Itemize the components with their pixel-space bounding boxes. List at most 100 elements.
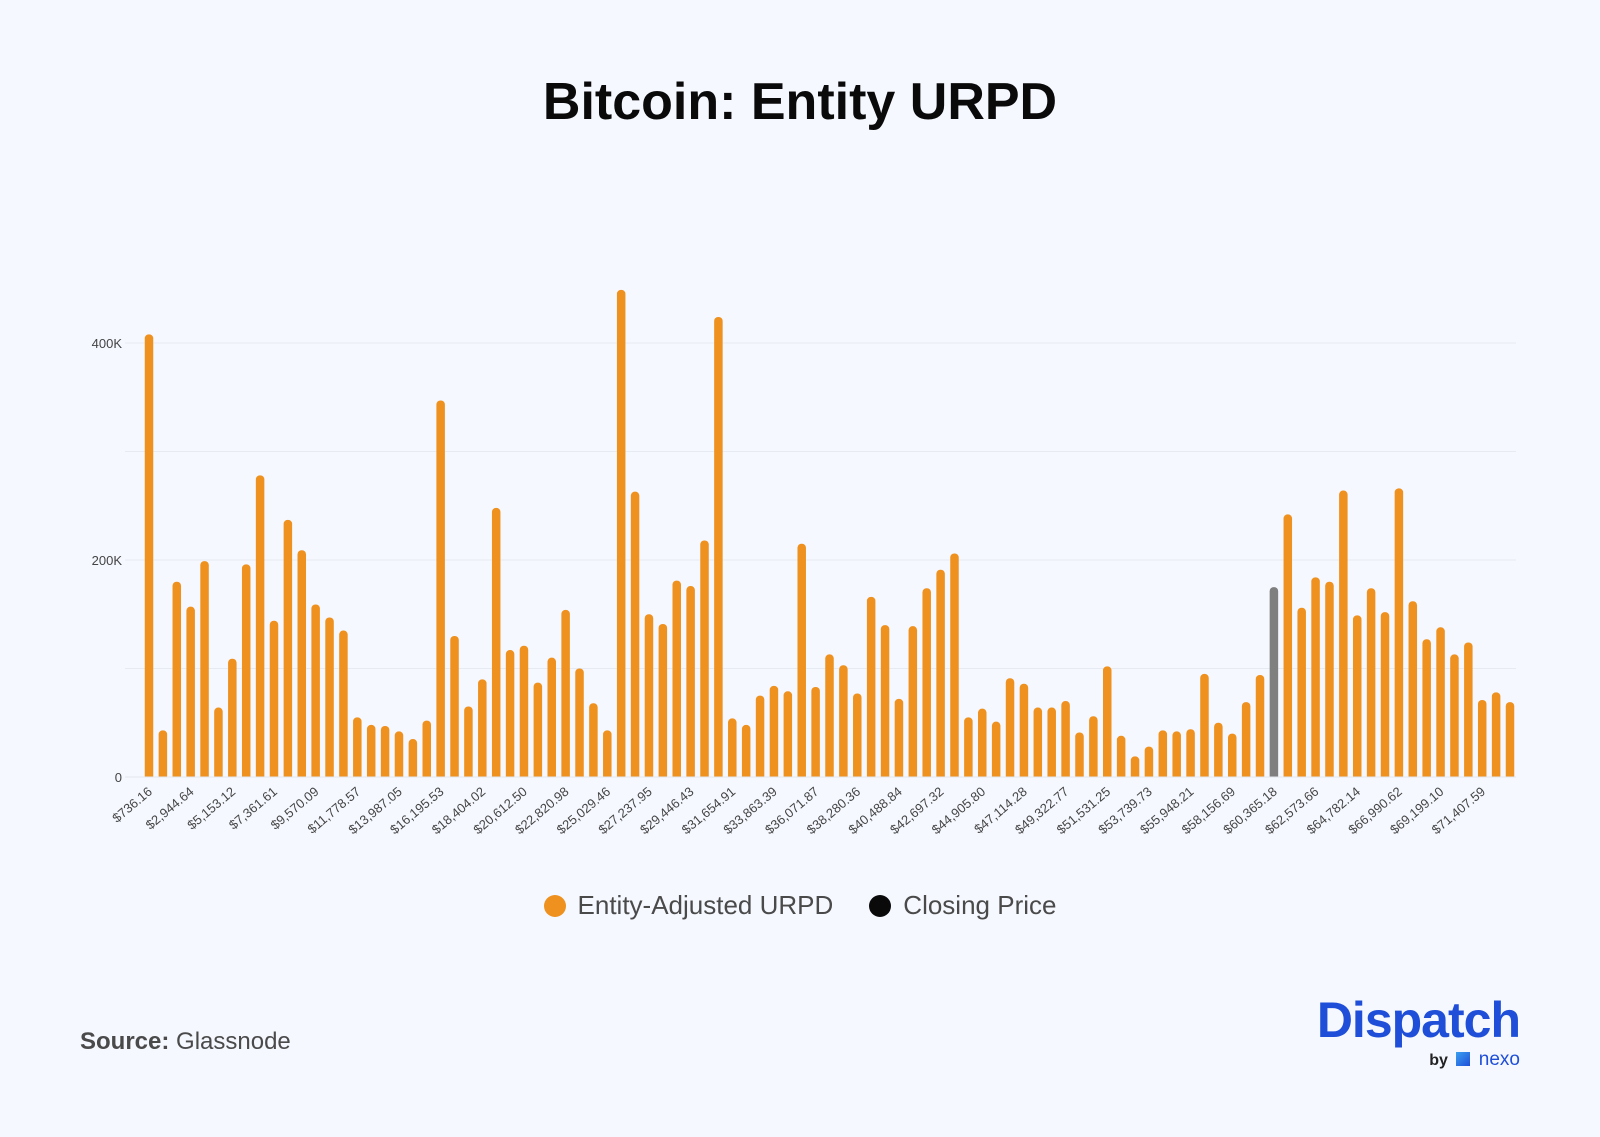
bar[interactable] bbox=[478, 679, 487, 781]
legend-item-closing-price[interactable]: Closing Price bbox=[869, 890, 1056, 921]
bar[interactable] bbox=[1033, 707, 1043, 781]
bar[interactable] bbox=[1158, 730, 1168, 781]
bar[interactable] bbox=[1297, 607, 1306, 781]
bar[interactable] bbox=[630, 491, 640, 781]
bar[interactable] bbox=[450, 635, 459, 781]
bar[interactable] bbox=[1103, 666, 1112, 781]
bar[interactable] bbox=[1214, 722, 1223, 781]
bar[interactable] bbox=[561, 609, 570, 781]
bar[interactable] bbox=[1394, 488, 1404, 781]
bar[interactable] bbox=[950, 553, 959, 781]
bar[interactable] bbox=[353, 717, 362, 781]
bar[interactable] bbox=[1116, 735, 1126, 781]
bar[interactable] bbox=[422, 720, 432, 781]
bar[interactable] bbox=[783, 691, 793, 781]
bar[interactable] bbox=[1061, 701, 1070, 781]
bar[interactable] bbox=[908, 626, 918, 781]
bar[interactable] bbox=[464, 706, 473, 781]
bar[interactable] bbox=[228, 658, 237, 781]
bar[interactable] bbox=[269, 620, 279, 781]
bar[interactable] bbox=[394, 731, 404, 781]
bar[interactable] bbox=[1047, 707, 1056, 781]
bar[interactable] bbox=[505, 650, 515, 781]
bar[interactable] bbox=[936, 569, 945, 781]
bar[interactable] bbox=[644, 614, 654, 781]
bar[interactable] bbox=[1436, 627, 1445, 781]
bar[interactable] bbox=[1311, 577, 1320, 781]
bar[interactable] bbox=[144, 334, 154, 781]
bar[interactable] bbox=[1352, 615, 1362, 781]
bar[interactable] bbox=[825, 654, 834, 781]
bar[interactable] bbox=[380, 726, 390, 781]
bar[interactable] bbox=[1339, 490, 1348, 781]
bar[interactable] bbox=[866, 596, 876, 781]
bar[interactable] bbox=[797, 543, 806, 781]
bar[interactable] bbox=[1464, 642, 1473, 781]
bar[interactable] bbox=[894, 698, 904, 781]
bar[interactable] bbox=[589, 703, 598, 781]
bar[interactable] bbox=[1450, 654, 1459, 781]
bar[interactable] bbox=[1172, 731, 1181, 781]
bar[interactable] bbox=[339, 630, 348, 781]
bar[interactable] bbox=[755, 695, 765, 781]
bar[interactable] bbox=[366, 724, 376, 781]
bar[interactable] bbox=[311, 604, 320, 781]
bar[interactable] bbox=[1255, 675, 1265, 781]
bar[interactable] bbox=[172, 581, 182, 781]
bar[interactable] bbox=[880, 625, 890, 781]
bar[interactable] bbox=[1366, 588, 1376, 781]
bar[interactable] bbox=[547, 657, 556, 781]
bar[interactable] bbox=[1422, 639, 1431, 781]
bar[interactable] bbox=[255, 475, 265, 781]
bar[interactable] bbox=[811, 686, 820, 781]
bar[interactable] bbox=[1491, 692, 1501, 781]
bar[interactable] bbox=[200, 561, 209, 781]
bar[interactable] bbox=[741, 724, 751, 781]
bar[interactable] bbox=[1283, 514, 1293, 781]
bar[interactable] bbox=[700, 540, 709, 781]
bar[interactable] bbox=[297, 550, 307, 781]
bar[interactable] bbox=[991, 721, 1001, 781]
bar[interactable] bbox=[1144, 746, 1154, 781]
bar[interactable] bbox=[964, 717, 973, 781]
bar[interactable] bbox=[1325, 581, 1334, 781]
bar[interactable] bbox=[575, 668, 584, 782]
bar[interactable] bbox=[728, 718, 737, 781]
bar[interactable] bbox=[1130, 756, 1140, 781]
bar[interactable] bbox=[1227, 733, 1237, 781]
bar[interactable] bbox=[158, 730, 168, 781]
bar[interactable] bbox=[714, 316, 723, 781]
bar[interactable] bbox=[1186, 729, 1195, 781]
bar[interactable] bbox=[1408, 601, 1418, 781]
bar[interactable] bbox=[491, 507, 501, 781]
bar[interactable] bbox=[616, 289, 626, 781]
bar[interactable] bbox=[1089, 716, 1098, 781]
bar[interactable] bbox=[241, 564, 251, 781]
bar[interactable] bbox=[436, 400, 445, 781]
bar[interactable] bbox=[1380, 612, 1390, 781]
bar[interactable] bbox=[1200, 673, 1209, 781]
bar[interactable] bbox=[922, 588, 931, 781]
bar[interactable] bbox=[519, 645, 529, 781]
bar[interactable] bbox=[186, 606, 195, 781]
bar[interactable] bbox=[214, 707, 223, 781]
bar[interactable] bbox=[1075, 732, 1084, 781]
bar[interactable] bbox=[1477, 699, 1487, 781]
bar[interactable] bbox=[1005, 678, 1015, 781]
bar[interactable] bbox=[1019, 683, 1029, 781]
bar[interactable] bbox=[325, 617, 334, 781]
bar-closing-price[interactable] bbox=[1269, 587, 1279, 781]
legend-item-urpd[interactable]: Entity-Adjusted URPD bbox=[543, 890, 833, 921]
bar[interactable] bbox=[658, 624, 668, 781]
bar[interactable] bbox=[686, 586, 695, 781]
bar[interactable] bbox=[533, 682, 543, 781]
bar[interactable] bbox=[1241, 702, 1251, 781]
bar[interactable] bbox=[408, 739, 418, 781]
bar[interactable] bbox=[672, 580, 681, 781]
bar[interactable] bbox=[603, 730, 612, 781]
bar[interactable] bbox=[283, 519, 293, 781]
bar[interactable] bbox=[978, 708, 987, 781]
bar[interactable] bbox=[853, 693, 862, 781]
bar[interactable] bbox=[769, 685, 779, 781]
bar[interactable] bbox=[839, 665, 848, 781]
